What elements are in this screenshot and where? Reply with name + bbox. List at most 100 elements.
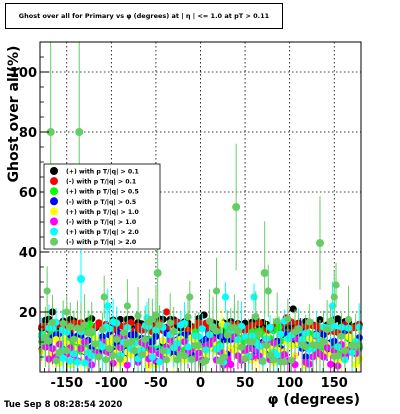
data-point (220, 353, 228, 361)
legend-box (43, 163, 161, 250)
x-tick-label: -150 (50, 376, 83, 391)
legend: (+) with p T/|q| > 0.1 (-) with p T/|q| >… (43, 163, 161, 250)
y-tick-label: 80 (19, 126, 37, 141)
legend-marker (50, 197, 58, 206)
legend-marker (50, 207, 58, 216)
x-axis-label: φ (degrees) (267, 392, 360, 408)
data-point (302, 343, 310, 351)
data-point (184, 313, 192, 321)
data-point (75, 128, 84, 136)
data-point (180, 352, 189, 360)
data-point (159, 347, 167, 355)
data-point (59, 354, 67, 362)
x-tick-label: 100 (276, 376, 303, 391)
data-point (195, 341, 203, 349)
data-point (80, 359, 89, 367)
legend-entry: (+) with p T/|q| > 0.5 (66, 189, 139, 197)
y-tick-label: 40 (19, 246, 37, 261)
y-tick-label: 20 (19, 306, 37, 321)
data-point (319, 337, 328, 345)
x-tick-label: 150 (321, 376, 348, 391)
data-point (105, 344, 114, 353)
legend-marker (50, 167, 58, 175)
data-point (237, 343, 246, 351)
data-point (294, 324, 303, 333)
data-point (277, 330, 285, 338)
data-point (166, 319, 174, 327)
data-point (134, 312, 142, 320)
data-point (334, 315, 342, 323)
data-point (273, 317, 281, 325)
data-point (262, 341, 271, 350)
data-point (234, 327, 242, 335)
data-point (80, 321, 89, 329)
data-point (200, 311, 208, 319)
data-point (70, 335, 78, 343)
legend-marker (50, 217, 58, 226)
data-point (241, 355, 249, 363)
data-point (155, 358, 164, 366)
y-tick-label: 100 (10, 66, 37, 81)
timestamp: Tue Sep 8 08:28:54 2020 (4, 400, 123, 410)
data-point (52, 357, 60, 365)
data-point (187, 355, 196, 363)
data-point (127, 338, 135, 346)
data-point (315, 239, 324, 247)
data-point (43, 287, 51, 295)
legend-marker (50, 227, 58, 236)
data-point (250, 293, 258, 301)
y-tick-label: 60 (19, 186, 37, 201)
series-7 (38, 42, 363, 372)
data-point (223, 331, 231, 339)
data-point (138, 351, 146, 359)
data-point (130, 347, 139, 355)
data-point (264, 287, 272, 295)
data-point (141, 335, 149, 344)
data-point (186, 293, 194, 301)
data-point (73, 358, 82, 366)
axes: -150 -100 -50 0 50 100 150 20 40 60 80 100 (10, 41, 357, 391)
legend-entry: (+) with p T/|q| > 2.0 (66, 229, 140, 237)
x-tick-label: 50 (236, 376, 254, 391)
data-point (113, 335, 121, 344)
legend-marker (50, 177, 58, 186)
data-point (202, 357, 210, 365)
legend-entry: (-) with p T/|q| > 1.0 (66, 219, 137, 227)
data-point (316, 316, 324, 324)
data-point (287, 356, 296, 364)
data-point (341, 347, 349, 355)
data-point (163, 308, 171, 316)
data-point (205, 317, 214, 325)
data-point (327, 360, 335, 368)
data-point (102, 356, 110, 364)
data-point (58, 326, 66, 334)
x-tick-label: -50 (144, 376, 168, 391)
data-point (259, 357, 267, 365)
data-point (323, 325, 331, 334)
data-point (170, 327, 178, 335)
data-point (153, 269, 162, 277)
data-point (152, 311, 160, 319)
data-point (284, 315, 292, 323)
data-point (123, 361, 131, 369)
data-point (163, 356, 171, 364)
data-point (221, 293, 230, 301)
data-point (66, 322, 74, 331)
data-point (328, 302, 337, 310)
legend-marker (50, 237, 58, 246)
data-point (48, 318, 57, 327)
data-point (255, 330, 263, 338)
data-point (95, 353, 103, 361)
data-point (45, 337, 53, 345)
data-markers (38, 42, 363, 372)
data-point (116, 355, 124, 363)
data-point (123, 302, 131, 310)
data-point (305, 318, 313, 326)
data-point (63, 308, 71, 316)
data-point (334, 352, 342, 360)
data-point (66, 357, 74, 365)
data-point (77, 275, 86, 283)
data-point (59, 319, 67, 328)
data-point (198, 325, 206, 333)
data-point (120, 328, 128, 337)
